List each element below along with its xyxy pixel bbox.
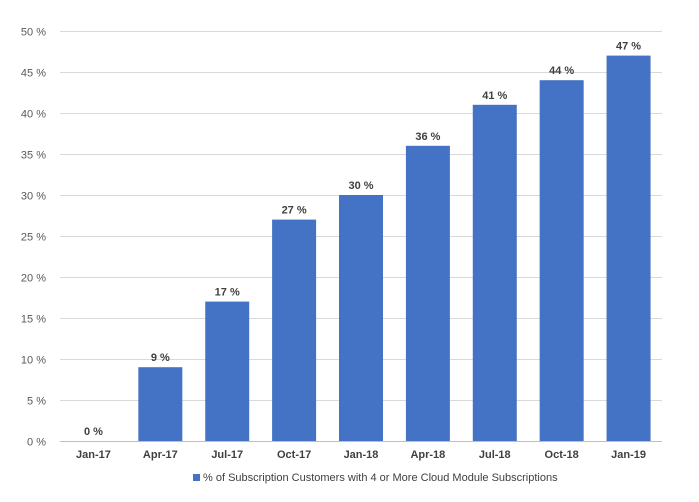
x-tick-label: Apr-18 bbox=[410, 449, 445, 461]
legend: % of Subscription Customers with 4 or Mo… bbox=[193, 472, 558, 484]
y-tick-label: 45 % bbox=[21, 68, 46, 80]
y-tick-label: 15 % bbox=[21, 314, 46, 326]
data-label: 30 % bbox=[348, 180, 373, 192]
legend-swatch bbox=[193, 474, 200, 481]
data-label: 47 % bbox=[616, 41, 641, 53]
y-axis: 0 % 5 % 10 % 15 % 20 % 25 % 30 % 35 % 40 % 45 % 50… bbox=[21, 27, 46, 449]
data-label: 27 % bbox=[282, 205, 307, 217]
x-tick-label: Jan-18 bbox=[344, 449, 379, 461]
legend-label: % of Subscription Customers with 4 or Mo… bbox=[203, 472, 558, 484]
bar bbox=[539, 80, 584, 441]
x-tick-label: Jan-19 bbox=[611, 449, 646, 461]
y-tick-label: 50 % bbox=[21, 27, 46, 39]
x-tick-label: Apr-17 bbox=[143, 449, 178, 461]
y-tick-label: 25 % bbox=[21, 232, 46, 244]
x-tick-label: Jul-18 bbox=[479, 449, 511, 461]
bars: 0 % 9 % 17 % 27 % 30 % 36 % 41 % 44 % 47 % bbox=[84, 41, 651, 442]
x-tick-label: Oct-17 bbox=[277, 449, 311, 461]
bar bbox=[472, 104, 517, 442]
y-tick-label: 35 % bbox=[21, 150, 46, 162]
y-tick-label: 40 % bbox=[21, 109, 46, 121]
bar bbox=[606, 55, 651, 441]
y-tick-label: 20 % bbox=[21, 273, 46, 285]
bar bbox=[405, 145, 450, 442]
bar bbox=[205, 301, 250, 441]
data-label: 9 % bbox=[151, 352, 170, 364]
bar bbox=[339, 195, 383, 441]
y-tick-label: 30 % bbox=[21, 191, 46, 203]
data-label: 41 % bbox=[482, 90, 507, 102]
x-tick-label: Jan-17 bbox=[76, 449, 111, 461]
data-label: 17 % bbox=[215, 287, 240, 299]
x-tick-label: Oct-18 bbox=[545, 449, 579, 461]
y-tick-label: 5 % bbox=[27, 396, 46, 408]
data-label: 0 % bbox=[84, 426, 103, 438]
x-axis: Jan-17 Apr-17 Jul-17 Oct-17 Jan-18 Apr-18 Jul-… bbox=[76, 449, 646, 461]
y-tick-label: 10 % bbox=[21, 355, 46, 367]
bar bbox=[138, 367, 183, 441]
x-tick-label: Jul-17 bbox=[211, 449, 243, 461]
data-label: 36 % bbox=[415, 131, 440, 143]
bar bbox=[272, 219, 317, 441]
y-tick-label: 0 % bbox=[27, 437, 46, 449]
data-label: 44 % bbox=[549, 65, 574, 77]
